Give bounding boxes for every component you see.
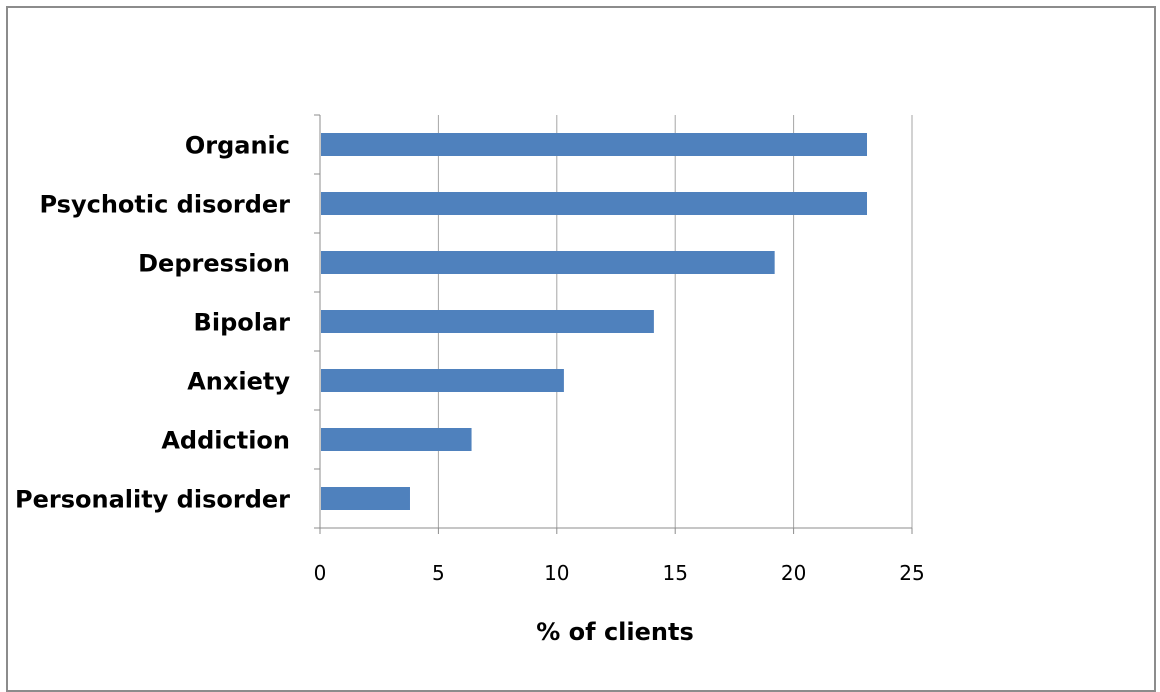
- x-tick-label-5: 5: [432, 561, 445, 585]
- x-tick-label-15: 15: [662, 561, 687, 585]
- bar-addiction: [321, 428, 472, 451]
- category-label-psychotic-disorder: Psychotic disorder: [40, 191, 291, 219]
- category-label-organic: Organic: [185, 132, 290, 160]
- bar-bipolar: [321, 310, 654, 333]
- x-tick-label-10: 10: [544, 561, 569, 585]
- bar-organic: [321, 133, 868, 156]
- axes: [314, 114, 913, 534]
- category-label-depression: Depression: [138, 250, 290, 278]
- labels: 0 5 10 15 20 25 Organic Psychotic disorder Depre…: [15, 132, 925, 586]
- x-tick-label-0: 0: [314, 561, 327, 585]
- bars: [321, 133, 868, 510]
- category-label-anxiety: Anxiety: [187, 368, 290, 396]
- category-label-bipolar: Bipolar: [194, 309, 291, 337]
- x-tick-label-20: 20: [781, 561, 806, 585]
- category-label-addiction: Addiction: [161, 427, 290, 455]
- x-axis-title: % of clients: [536, 618, 694, 646]
- category-label-personality-disorder: Personality disorder: [15, 486, 290, 514]
- bar-depression: [321, 251, 775, 274]
- chart-frame: [6, 6, 1156, 692]
- bar-psychotic-disorder: [321, 192, 868, 215]
- bar-anxiety: [321, 369, 564, 392]
- x-tick-label-25: 25: [899, 561, 924, 585]
- bar-personality-disorder: [321, 487, 410, 510]
